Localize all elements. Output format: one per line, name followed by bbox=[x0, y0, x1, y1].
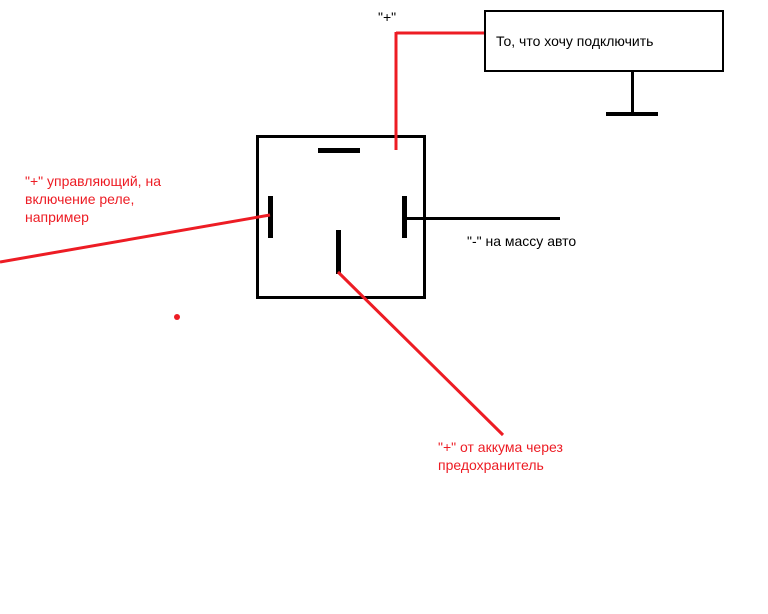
relay-pin-bottom bbox=[336, 230, 341, 274]
relay-box bbox=[256, 135, 426, 299]
wire-right-black bbox=[404, 217, 560, 220]
load-box-label: То, что хочу подключить bbox=[496, 33, 653, 49]
diagram-canvas: То, что хочу подключить "+" "+" управляю… bbox=[0, 0, 768, 614]
relay-pin-left bbox=[268, 196, 273, 238]
label-left-control: "+" управляющий, на включение реле, напр… bbox=[25, 172, 161, 227]
load-box: То, что хочу подключить bbox=[484, 10, 724, 72]
stray-dot bbox=[174, 314, 180, 320]
label-plus-top: "+" bbox=[378, 8, 396, 26]
label-bottom-fuse: "+" от аккума через предохранитель bbox=[438, 438, 563, 474]
ground-bar bbox=[606, 112, 658, 116]
wire-overlay bbox=[0, 0, 768, 614]
ground-stem bbox=[631, 72, 634, 112]
relay-pin-top bbox=[318, 148, 360, 153]
label-right-ground: "-" на массу авто bbox=[467, 232, 576, 250]
